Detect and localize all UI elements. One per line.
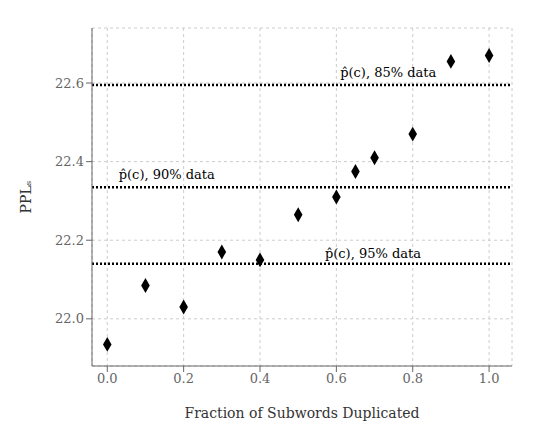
svg-text:22.4: 22.4 [55,154,84,169]
svg-text:0.4: 0.4 [250,371,271,386]
svg-text:22.6: 22.6 [55,76,84,91]
svg-text:p̂(c), 95% data: p̂(c), 95% data [325,246,421,261]
svg-text:0.8: 0.8 [402,371,423,386]
svg-text:0.0: 0.0 [97,371,118,386]
svg-text:PPLₛ: PPLₛ [18,180,34,213]
svg-text:p̂(c), 85% data: p̂(c), 85% data [340,65,436,80]
svg-text:p̂(c), 90% data: p̂(c), 90% data [119,167,215,182]
svg-text:22.0: 22.0 [55,311,84,326]
svg-text:0.6: 0.6 [326,371,347,386]
svg-text:Fraction of Subwords Duplicate: Fraction of Subwords Duplicated [184,405,419,421]
svg-text:1.0: 1.0 [479,371,500,386]
svg-text:22.2: 22.2 [55,233,84,248]
svg-text:0.2: 0.2 [173,371,194,386]
